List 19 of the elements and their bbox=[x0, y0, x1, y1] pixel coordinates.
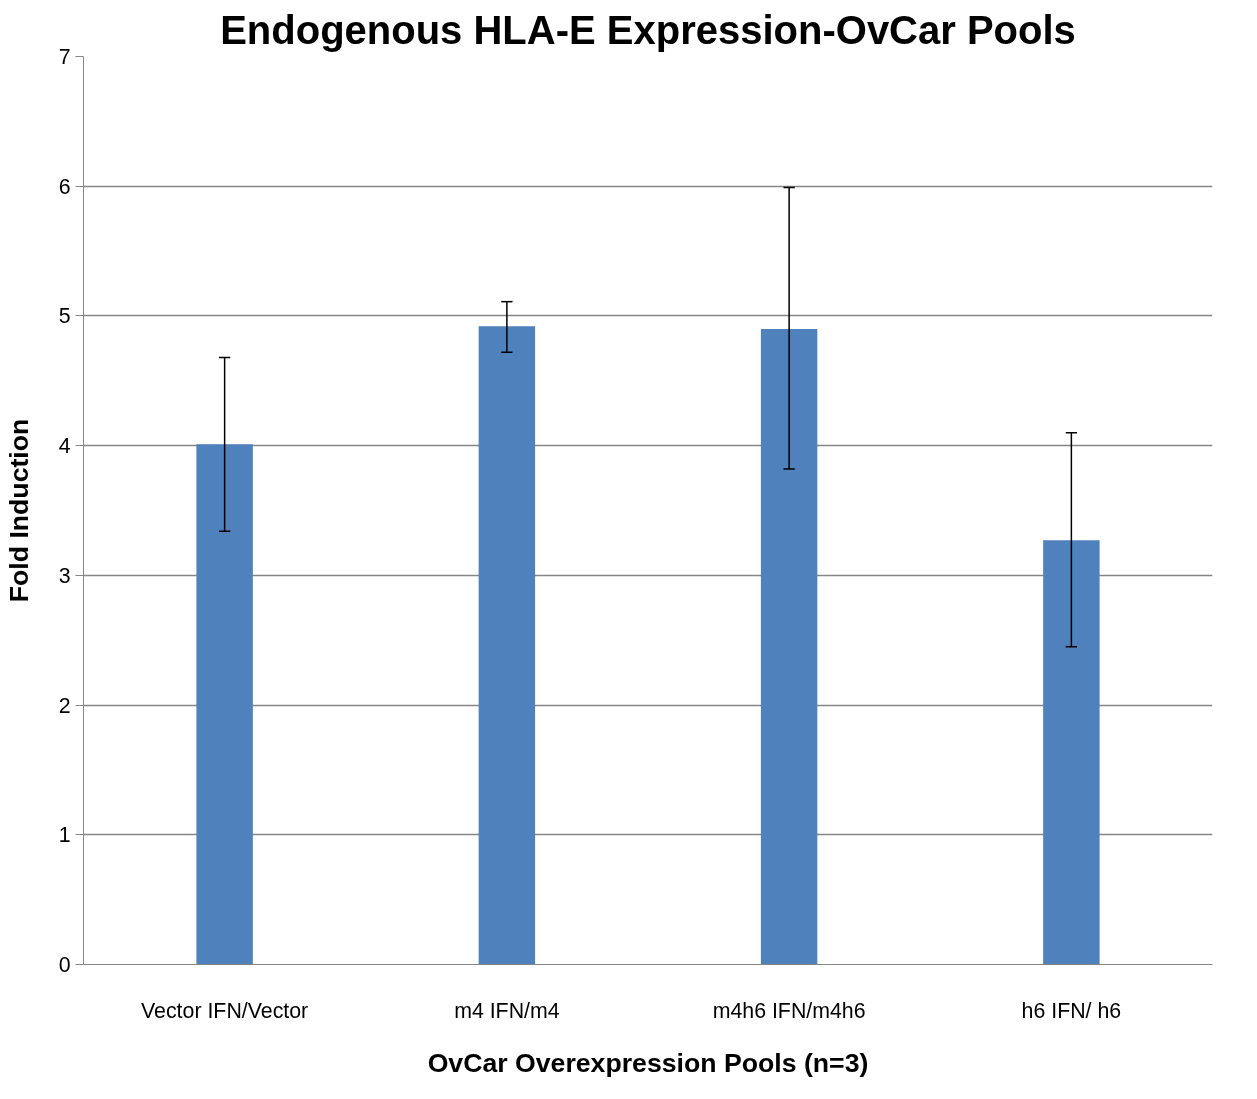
y-axis-title: Fold Induction bbox=[3, 418, 34, 603]
y-tick-label: 0 bbox=[58, 953, 71, 977]
bar bbox=[1043, 540, 1100, 965]
bar bbox=[760, 328, 818, 965]
y-tick-label: 1 bbox=[58, 823, 71, 848]
y-tick-label: 5 bbox=[58, 304, 71, 329]
y-tick-label: 6 bbox=[58, 174, 71, 199]
bar bbox=[478, 326, 536, 965]
x-tick-label: Vector IFN/Vector bbox=[141, 998, 309, 1023]
x-axis-title: OvCar Overexpression Pools (n=3) bbox=[427, 1047, 869, 1078]
x-tick-label: h6 IFN/ h6 bbox=[1021, 998, 1122, 1023]
chart-title: Endogenous HLA-E Expression-OvCar Pools bbox=[220, 7, 1076, 52]
y-tick-label: 7 bbox=[58, 45, 71, 69]
y-tick-label: 3 bbox=[58, 563, 71, 588]
y-tick-label: 4 bbox=[58, 434, 71, 459]
y-tick-label: 2 bbox=[58, 693, 71, 718]
x-tick-label: m4 IFN/m4 bbox=[454, 998, 560, 1023]
bar bbox=[196, 444, 253, 965]
x-tick-label: m4h6 IFN/m4h6 bbox=[712, 998, 866, 1023]
